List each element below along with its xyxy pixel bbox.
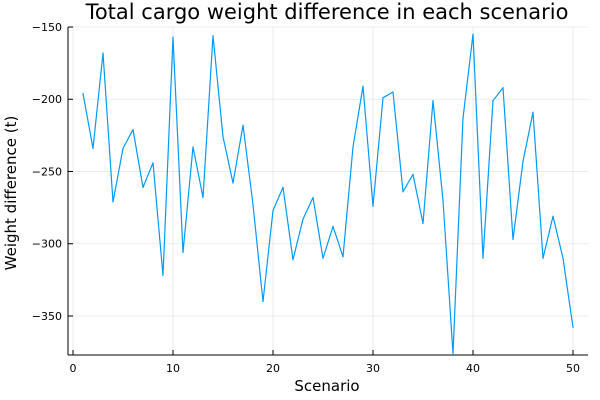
y-tick-label: −150 — [32, 21, 62, 34]
data-point — [162, 274, 164, 277]
data-point — [522, 160, 524, 162]
data-point — [482, 257, 484, 259]
data-point — [492, 100, 494, 102]
data-point — [362, 85, 364, 87]
data-point — [512, 238, 514, 241]
data-point — [252, 204, 254, 206]
axes — [67, 26, 588, 356]
data-point — [182, 251, 184, 254]
data-point — [442, 199, 444, 201]
data-point — [192, 146, 194, 148]
data-point — [332, 225, 334, 228]
data-point — [312, 196, 314, 199]
data-point — [142, 186, 144, 188]
data-point — [502, 87, 504, 89]
data-point — [352, 146, 354, 148]
data-point — [92, 147, 94, 149]
data-point — [342, 256, 344, 258]
y-tick-label: −300 — [32, 238, 62, 251]
data-point — [282, 186, 284, 188]
data-point — [562, 257, 564, 259]
data-point — [432, 100, 434, 102]
data-point — [392, 91, 394, 93]
data-point — [412, 173, 414, 175]
data-point — [472, 33, 474, 35]
series-layer — [82, 33, 574, 355]
data-point — [322, 257, 324, 259]
data-point — [372, 205, 374, 207]
y-tick-label: −350 — [32, 310, 62, 323]
data-point — [462, 117, 464, 119]
y-tick-label: −200 — [32, 93, 62, 106]
data-point — [262, 300, 264, 303]
x-tick-label: 40 — [466, 362, 480, 375]
data-point — [452, 352, 454, 355]
y-axis-label: Weight difference (t) — [2, 116, 20, 271]
data-point — [102, 52, 104, 54]
data-point — [212, 35, 214, 37]
data-point — [382, 97, 384, 99]
data-point — [422, 222, 424, 225]
data-point — [232, 182, 234, 184]
data-point — [112, 201, 114, 203]
series-line — [82, 33, 574, 355]
x-tick-label: 10 — [166, 362, 180, 375]
x-tick-label: 20 — [266, 362, 280, 375]
data-point — [222, 136, 224, 138]
data-point — [172, 36, 174, 38]
data-point — [292, 259, 294, 261]
y-tick-label: −250 — [32, 165, 62, 178]
data-point — [242, 124, 244, 126]
x-tick-label: 0 — [70, 362, 77, 375]
tick-labels: 0 10 20 30 40 50 −150 −200 −250 −300 −350 — [32, 21, 580, 375]
chart-title: Total cargo weight difference in each sc… — [85, 0, 569, 24]
data-point — [202, 196, 204, 199]
data-point — [132, 128, 134, 131]
data-point — [152, 162, 154, 164]
x-tick-label: 30 — [366, 362, 380, 375]
data-point — [572, 326, 574, 329]
data-point — [122, 147, 124, 149]
data-point — [532, 111, 534, 113]
x-axis-label: Scenario — [294, 377, 359, 395]
data-point — [542, 257, 544, 259]
data-point — [302, 218, 304, 220]
data-point — [272, 209, 274, 212]
data-point — [82, 92, 84, 95]
x-tick-label: 50 — [566, 362, 580, 375]
data-point — [402, 191, 404, 193]
data-point — [552, 215, 554, 217]
